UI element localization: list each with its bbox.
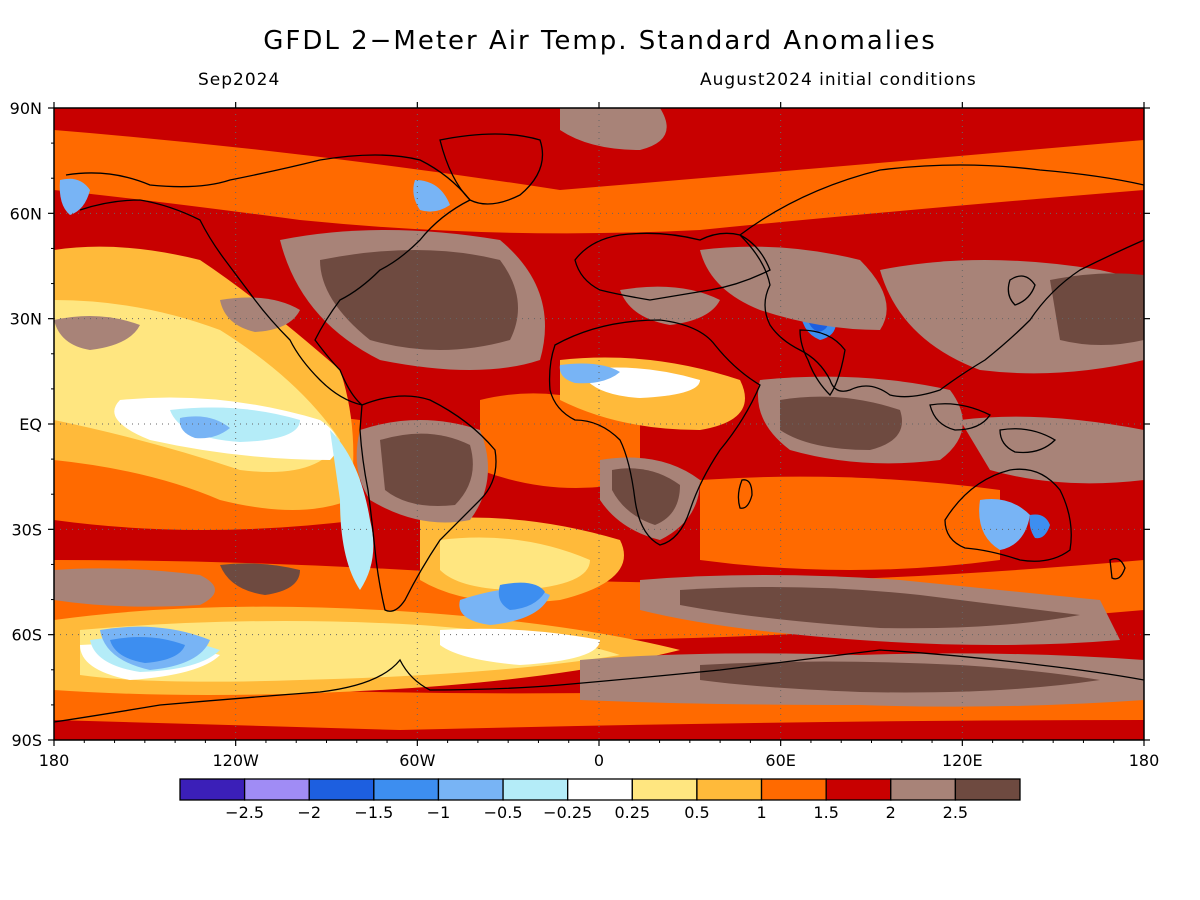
lat-tick-label: 30N (10, 310, 42, 329)
lon-tick-label: 0 (594, 751, 604, 770)
colorbar-label: −0.25 (543, 803, 592, 822)
map-title: GFDL 2−Meter Air Temp. Standard Anomalie… (263, 26, 937, 56)
colorbar-swatch (437, 778, 504, 801)
colorbar-label: 0.25 (614, 803, 650, 822)
colorbar-label: 1 (756, 803, 766, 822)
colorbar-swatch (825, 778, 892, 801)
lat-tick-label: EQ (19, 415, 42, 434)
lon-tick-label: 180 (39, 751, 70, 770)
colorbar-label: 0.5 (684, 803, 709, 822)
colorbar-label: −1.5 (354, 803, 393, 822)
anomaly-fields (54, 108, 1144, 730)
colorbar-label: −0.5 (484, 803, 523, 822)
colorbar-swatch (890, 778, 957, 801)
lon-tick-label: 120W (212, 751, 259, 770)
colorbar-label: 2.5 (943, 803, 968, 822)
lat-tick-label: 90N (10, 99, 42, 118)
forecast-month: Sep2024 (198, 70, 281, 90)
latitude-axis: 90N 60N 30N EQ 30S 60S 90S (10, 99, 1150, 750)
colorbar-swatch (308, 778, 375, 801)
lon-tick-label: 60E (765, 751, 795, 770)
colorbar-swatch (631, 778, 698, 801)
colorbar: −2.5 −2 −1.5 −1 −0.5 −0.25 0.25 0.5 1 1.5 2 2.5 (179, 778, 1021, 822)
colorbar-swatch (760, 778, 827, 801)
coastlines (54, 133, 1144, 723)
colorbar-swatch (567, 778, 633, 801)
lat-tick-label: 90S (11, 731, 42, 750)
colorbar-swatch (243, 778, 310, 801)
colorbar-swatch (954, 778, 1021, 801)
lon-tick-label: 60W (399, 751, 435, 770)
longitude-axis: 180 120W 60W 0 60E 120E 180 (39, 102, 1160, 770)
colorbar-swatch (502, 778, 569, 801)
colorbar-label: −2 (297, 803, 321, 822)
colorbar-label: −1 (427, 803, 451, 822)
lat-tick-label: 60S (11, 626, 42, 645)
initial-conditions: August2024 initial conditions (700, 70, 977, 90)
lon-tick-label: 120E (942, 751, 983, 770)
lat-tick-label: 30S (11, 520, 42, 539)
lat-tick-label: 60N (10, 204, 42, 223)
colorbar-swatch (373, 778, 440, 801)
colorbar-label: 2 (886, 803, 896, 822)
lon-tick-label: 180 (1129, 751, 1160, 770)
colorbar-label: −2.5 (225, 803, 264, 822)
colorbar-swatch (696, 778, 763, 801)
colorbar-swatch (179, 778, 246, 801)
colorbar-label: 1.5 (813, 803, 838, 822)
